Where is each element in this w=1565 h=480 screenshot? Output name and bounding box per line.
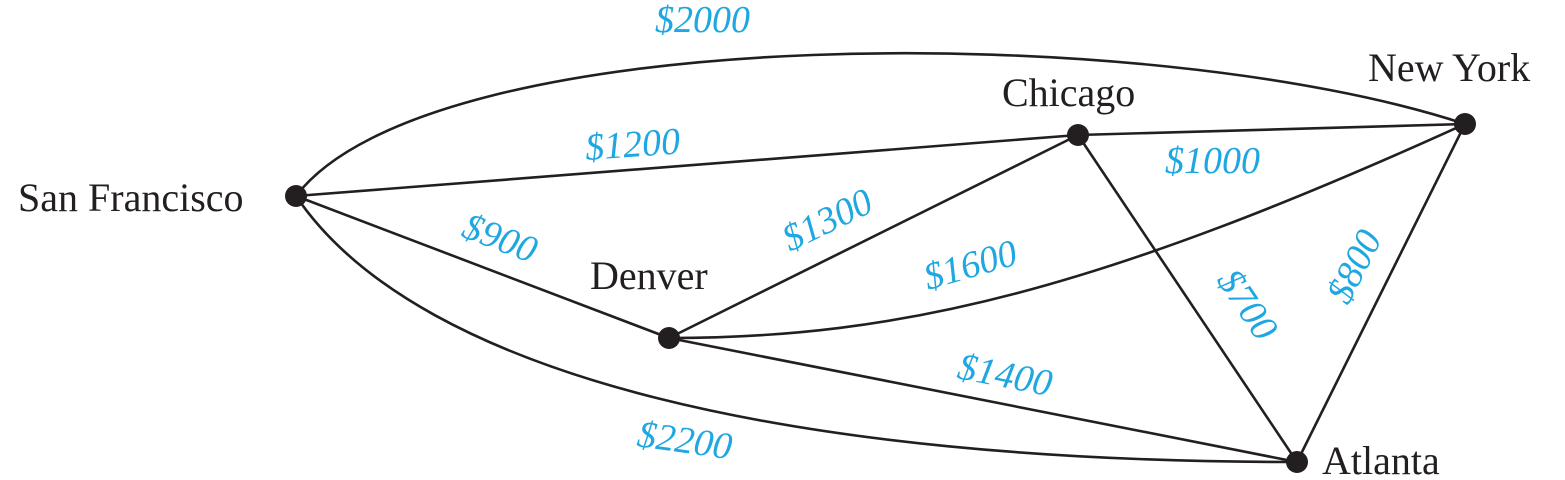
city-label-atl: Atlanta	[1322, 438, 1440, 480]
node-sf	[285, 185, 307, 207]
cost-label-sf-chi: $1200	[584, 120, 682, 169]
city-label-sf: San Francisco	[18, 175, 244, 220]
node-chi	[1067, 124, 1089, 146]
cost-label-sf-ny: $2000	[655, 0, 750, 41]
edge-sf-atl	[294, 195, 1298, 464]
edge-den-chi	[668, 133, 1079, 340]
edge-den-atl	[668, 336, 1298, 464]
node-ny	[1454, 113, 1476, 135]
cost-label-sf-atl: $2200	[635, 413, 735, 468]
city-label-chi: Chicago	[1002, 70, 1135, 115]
cost-label-chi-ny: $1000	[1165, 140, 1260, 182]
edge-den-ny	[668, 122, 1466, 340]
edge-chi-ny	[1077, 122, 1466, 137]
node-den	[658, 327, 680, 349]
city-label-ny: New York	[1368, 45, 1530, 90]
cost-label-chi-atl: $700	[1209, 262, 1286, 348]
cost-label-den-chi: $1300	[776, 181, 880, 260]
node-atl	[1286, 451, 1308, 473]
edge-sf-ny	[294, 51, 1466, 197]
edge-ny-atl	[1295, 123, 1467, 463]
edge-chi-atl	[1076, 134, 1299, 463]
edge-sf-den	[295, 194, 670, 340]
edge-sf-chi	[295, 133, 1079, 198]
cost-label-den-ny: $1600	[919, 232, 1022, 299]
city-label-den: Denver	[590, 253, 708, 298]
